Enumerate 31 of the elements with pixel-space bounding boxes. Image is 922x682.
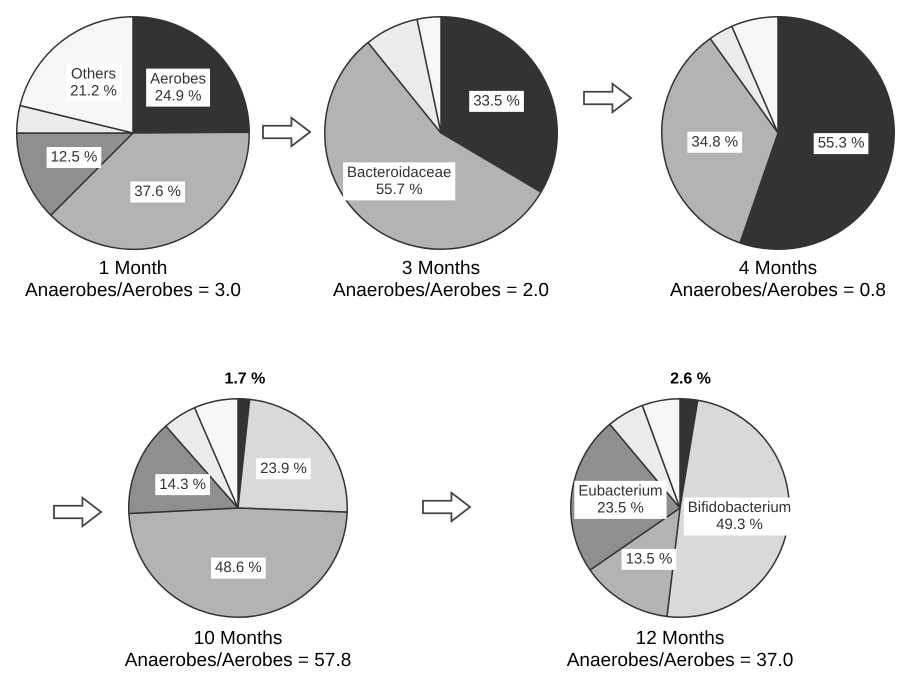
data-label: 13.5 % — [626, 550, 672, 568]
data-label: 33.5 % — [473, 92, 520, 110]
text: 10 Months — [192, 628, 284, 650]
text: Anaerobes/Aerobes = 3.0 — [24, 280, 242, 302]
data-label: 2.6 % — [670, 370, 712, 388]
data-label: 55.7 % — [376, 180, 423, 198]
text: 4 Months — [738, 258, 818, 280]
data-label: 48.6 % — [215, 559, 262, 576]
slice-label: Eubacterium — [578, 482, 663, 500]
text: Anaerobes/Aerobes = 57.8 — [124, 650, 352, 672]
data-label: 1.7 % — [224, 370, 266, 388]
slice-label: Bacteroidaceae — [347, 164, 452, 181]
data-label: 12.5 % — [50, 148, 98, 166]
data-label: 24.9 % — [154, 87, 202, 104]
text: 12 Months — [634, 628, 726, 650]
text: Anaerobes/Aerobes = 2.0 — [332, 280, 550, 302]
data-label: 23.5 % — [597, 500, 644, 517]
data-label: 37.6 % — [134, 183, 182, 200]
text: Anaerobes/Aerobes = 0.8 — [668, 280, 887, 302]
data-label: 23.9 % — [260, 460, 307, 477]
text: 3 Months — [400, 258, 482, 280]
data-label: 14.3 % — [159, 476, 206, 493]
data-label: 49.3 % — [716, 516, 763, 534]
data-label: 21.2 % — [70, 82, 117, 100]
text: 1 Month — [98, 258, 168, 280]
data-label: 55.3 % — [818, 134, 864, 152]
text: Anaerobes/Aerobes = 37.0 — [566, 650, 794, 672]
slice-label: Aerobes — [150, 70, 206, 88]
slice-label: Others — [70, 65, 116, 82]
data-label: 34.8 % — [691, 133, 738, 150]
slice-label: Bifidobacterium — [688, 499, 792, 516]
